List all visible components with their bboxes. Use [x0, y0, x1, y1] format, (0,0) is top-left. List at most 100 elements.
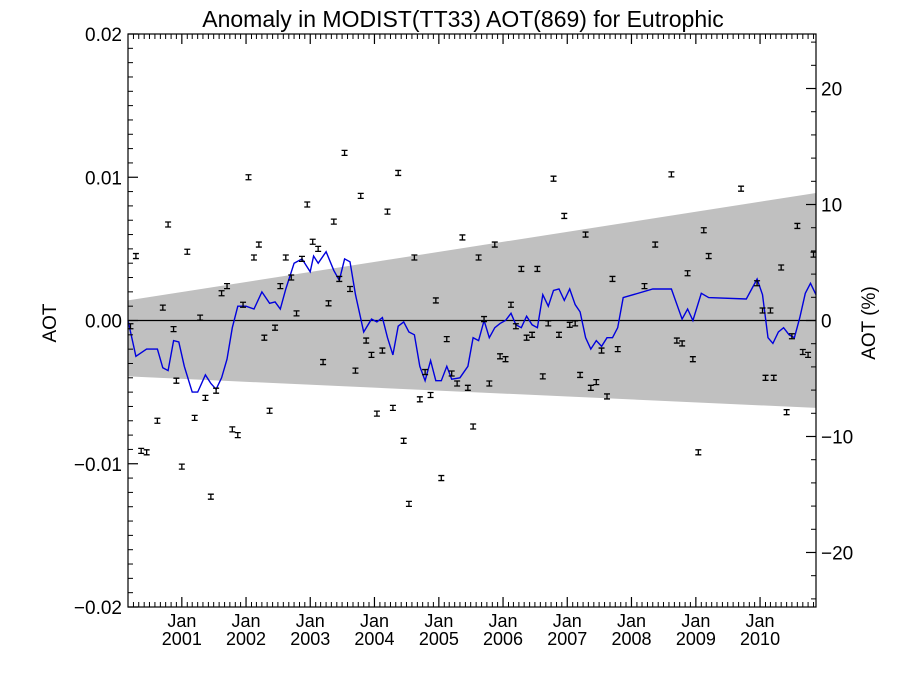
data-point-43 [363, 337, 370, 344]
error-bar-mark [325, 300, 332, 307]
error-bar-mark [502, 356, 509, 363]
error-bar-mark [788, 333, 795, 340]
data-point-39 [341, 149, 348, 157]
data-point-20 [240, 301, 247, 308]
data-point-25 [266, 407, 273, 414]
data-point-68 [497, 353, 504, 360]
data-point-88 [604, 393, 611, 400]
data-point-94 [673, 337, 680, 344]
data-point-15 [213, 387, 220, 394]
data-point-55 [427, 391, 434, 399]
data-point-110 [794, 222, 801, 230]
data-point-44 [368, 351, 375, 359]
error-bar-mark [352, 367, 359, 374]
error-bar-mark [738, 185, 745, 192]
y-tick-label-3: 0.01 [85, 168, 122, 189]
data-point-26 [272, 324, 279, 331]
data-point-101 [738, 185, 745, 192]
data-point-62 [464, 384, 471, 391]
error-bar-mark [336, 275, 343, 283]
data-point-41 [352, 367, 359, 374]
data-point-1 [132, 252, 139, 260]
data-point-35 [320, 358, 327, 366]
data-point-80 [561, 212, 568, 220]
data-point-63 [470, 423, 477, 430]
y2-tick-label-4: 20 [821, 80, 842, 101]
x-tick-month-3: Jan [360, 611, 389, 631]
data-point-106 [770, 374, 777, 381]
error-bar-mark [373, 410, 380, 417]
data-point-58 [443, 335, 450, 343]
data-point-84 [582, 231, 589, 238]
data-point-47 [384, 208, 391, 215]
error-bar-mark [368, 351, 375, 359]
data-point-42 [357, 192, 364, 200]
data-point-74 [529, 331, 536, 338]
data-point-60 [454, 380, 461, 387]
error-bar-mark [357, 192, 364, 200]
error-bar-mark [561, 212, 568, 220]
x-tick-month-6: Jan [553, 611, 582, 631]
x-axis-ticks: Jan2001Jan2002Jan2003Jan2004Jan2005Jan20… [127, 34, 815, 649]
error-bar-mark [577, 371, 584, 379]
data-point-87 [598, 347, 605, 354]
error-bar-mark [470, 423, 477, 430]
data-point-38 [336, 275, 343, 283]
error-bar-mark [191, 414, 198, 422]
error-bar-mark [229, 426, 236, 433]
error-bar-mark [282, 254, 289, 261]
data-point-95 [679, 340, 686, 347]
error-bar-mark [652, 241, 659, 248]
data-point-86 [593, 378, 600, 386]
x-tick-year-4: 2005 [419, 629, 459, 649]
error-bar-mark [405, 500, 412, 508]
error-bar-mark [341, 149, 348, 157]
x-tick-month-5: Jan [489, 611, 518, 631]
data-point-112 [805, 351, 812, 359]
x-tick-month-8: Jan [681, 611, 710, 631]
error-bar-mark [395, 169, 402, 177]
data-point-7 [170, 325, 177, 333]
error-bar-mark [132, 252, 139, 260]
error-bar-mark [794, 222, 801, 230]
data-point-28 [282, 254, 289, 261]
trend-confidence-band [128, 193, 816, 408]
error-bar-mark [170, 325, 177, 333]
error-bar-mark [347, 285, 354, 293]
error-bar-mark [432, 297, 439, 304]
error-bar-mark [481, 315, 488, 323]
error-bar-mark [799, 348, 806, 356]
error-bar-mark [240, 301, 247, 308]
data-point-100 [705, 252, 712, 260]
data-point-77 [545, 320, 552, 327]
error-bar-mark [416, 396, 423, 403]
error-bar-mark [363, 337, 370, 344]
error-bar-mark [178, 463, 185, 470]
error-bar-mark [762, 374, 769, 381]
data-point-6 [165, 221, 172, 228]
error-bar-mark [379, 347, 386, 354]
data-point-33 [309, 238, 316, 245]
data-point-8 [173, 377, 180, 384]
x-tick-year-1: 2002 [226, 629, 266, 649]
data-point-65 [481, 315, 488, 323]
data-point-54 [422, 368, 429, 376]
data-point-56 [432, 297, 439, 304]
data-point-83 [577, 371, 584, 379]
error-bar-mark [255, 241, 262, 248]
x-tick-year-0: 2001 [162, 629, 202, 649]
error-bar-mark [668, 171, 675, 178]
data-point-53 [416, 396, 423, 403]
data-point-29 [288, 274, 295, 281]
data-point-57 [438, 474, 445, 482]
y-tick-label-1: −0.01 [74, 455, 122, 476]
error-bar-mark [218, 290, 225, 297]
data-point-32 [304, 201, 311, 208]
error-bar-mark [250, 254, 257, 261]
data-point-52 [411, 254, 418, 261]
error-bar-mark [293, 310, 300, 317]
data-point-111 [799, 348, 806, 356]
data-point-27 [277, 282, 284, 290]
error-bar-mark [759, 307, 766, 314]
data-point-75 [534, 265, 541, 273]
